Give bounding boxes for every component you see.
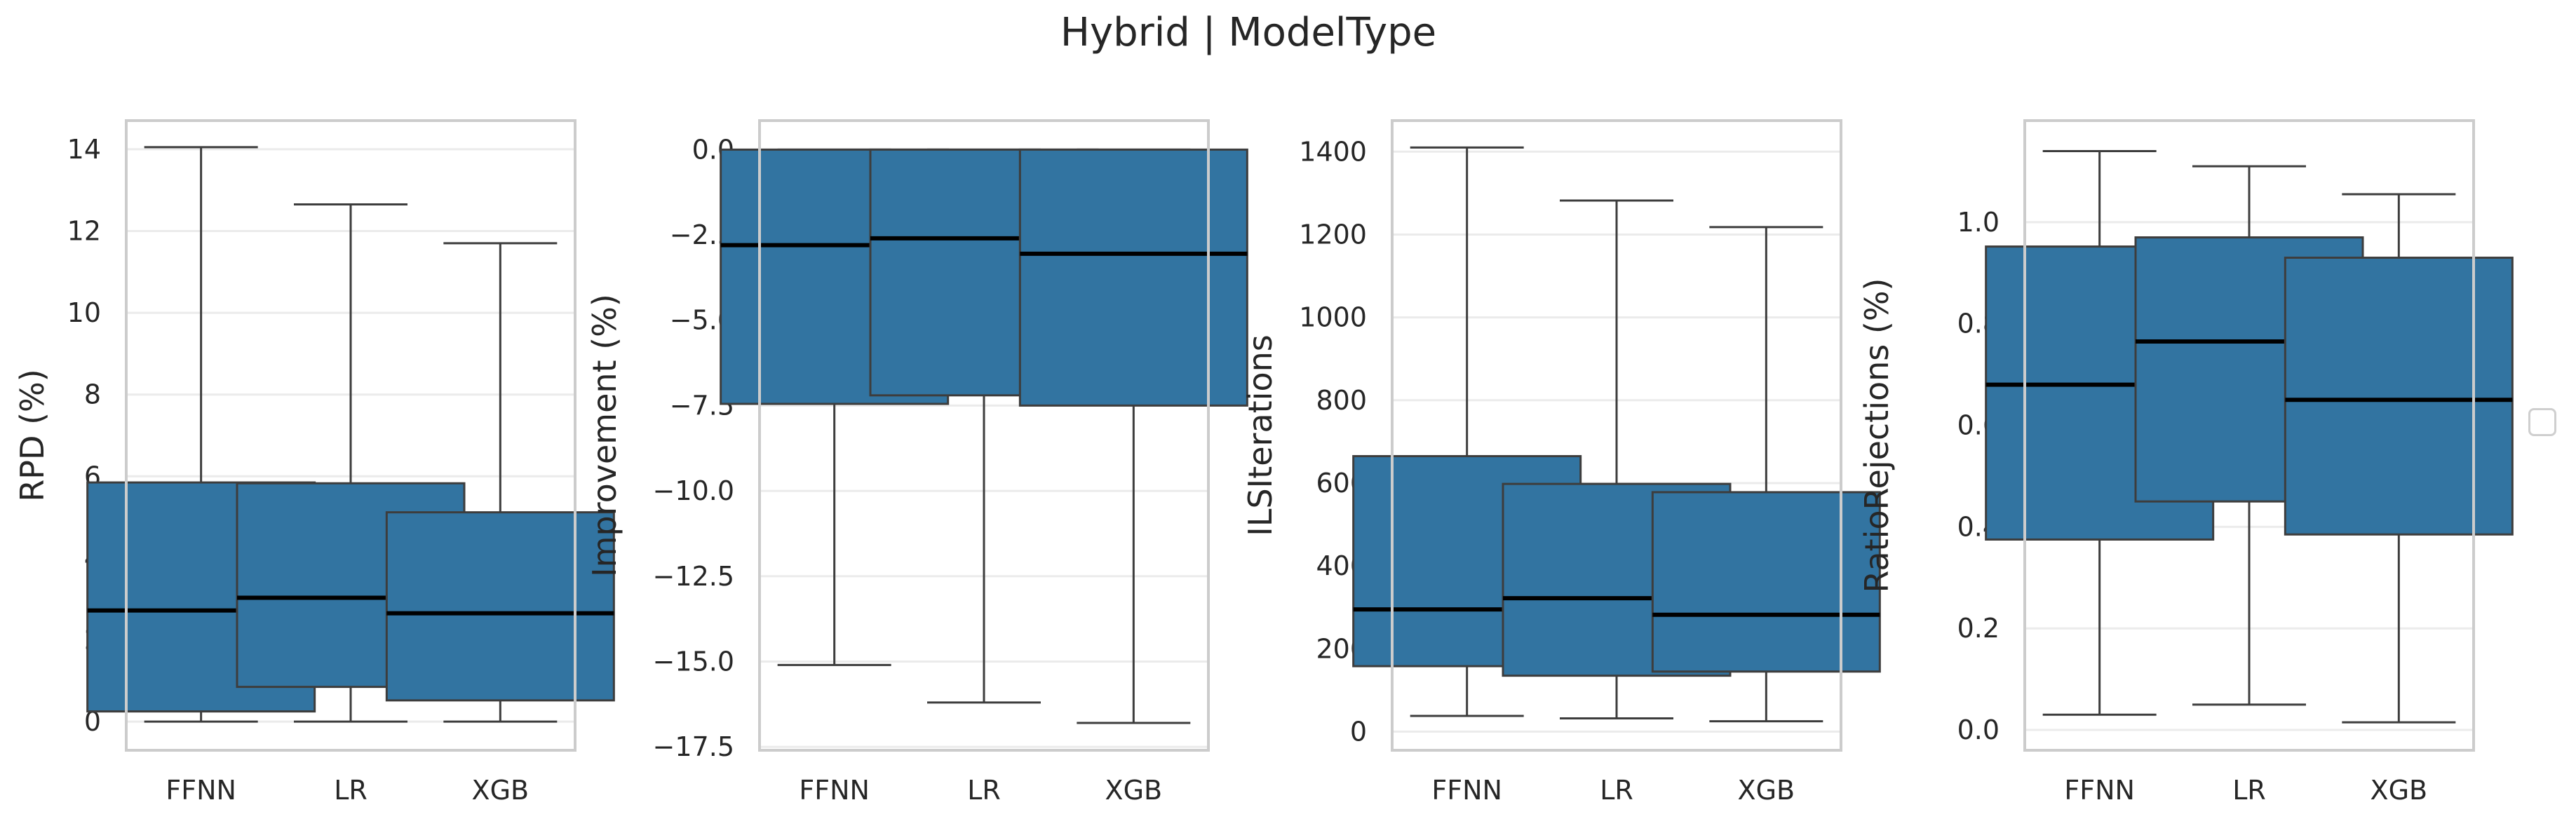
y-tick-label: 1.0 <box>1957 207 2000 238</box>
x-tick-label: XGB <box>2371 775 2428 806</box>
y-tick-label: 10 <box>67 297 101 328</box>
y-axis-label: ILSIterations <box>1241 334 1279 536</box>
y-tick-label: −15.0 <box>653 646 734 677</box>
x-tick-label: FFNN <box>166 775 236 806</box>
y-tick-label: 0.0 <box>1957 715 2000 745</box>
iqr-box <box>385 511 615 702</box>
panel-1: 02468101214FFNNLRXGBRPD (%) <box>13 119 615 806</box>
x-tick-label: LR <box>2232 775 2266 806</box>
y-tick-label: 1400 <box>1299 136 1367 167</box>
y-tick-label: −10.0 <box>653 475 734 506</box>
x-tick-label: LR <box>334 775 367 806</box>
box-xgb <box>2284 193 2514 724</box>
y-tick-label: −17.5 <box>653 731 734 762</box>
empty-legend-box <box>2528 408 2556 436</box>
iqr-box <box>1651 491 1881 673</box>
y-tick-label: 0 <box>1350 716 1367 747</box>
x-tick-label: LR <box>1600 775 1633 806</box>
figure-title: Hybrid | ModelType <box>1060 10 1437 55</box>
iqr-box <box>2284 257 2514 536</box>
axes-frame <box>2023 119 2475 752</box>
box-xgb <box>1651 226 1881 723</box>
y-axis-label: RPD (%) <box>13 369 51 501</box>
y-tick-label: 1000 <box>1299 302 1367 333</box>
axes-frame <box>758 119 1210 752</box>
x-tick-label: FFNN <box>1431 775 1502 806</box>
x-tick-label: XGB <box>1105 775 1163 806</box>
x-tick-label: XGB <box>472 775 530 806</box>
y-tick-label: 8 <box>84 379 101 410</box>
y-tick-label: 800 <box>1316 385 1367 416</box>
y-tick-label: 12 <box>67 215 101 246</box>
y-tick-label: 0.2 <box>1957 613 2000 644</box>
y-tick-label: −12.5 <box>653 561 734 592</box>
y-tick-label: 14 <box>67 134 101 165</box>
y-tick-label: 1200 <box>1299 219 1367 250</box>
x-tick-label: FFNN <box>799 775 870 806</box>
iqr-box <box>1018 148 1248 407</box>
y-axis-label: Improvement (%) <box>586 294 623 577</box>
y-axis-label: RatioRejections (%) <box>1858 278 1896 593</box>
x-tick-label: XGB <box>1738 775 1795 806</box>
x-tick-label: FFNN <box>2064 775 2135 806</box>
axes-frame <box>125 119 576 752</box>
box-xgb <box>1018 148 1248 724</box>
axes-frame <box>1391 119 1842 752</box>
x-tick-label: LR <box>967 775 1001 806</box>
